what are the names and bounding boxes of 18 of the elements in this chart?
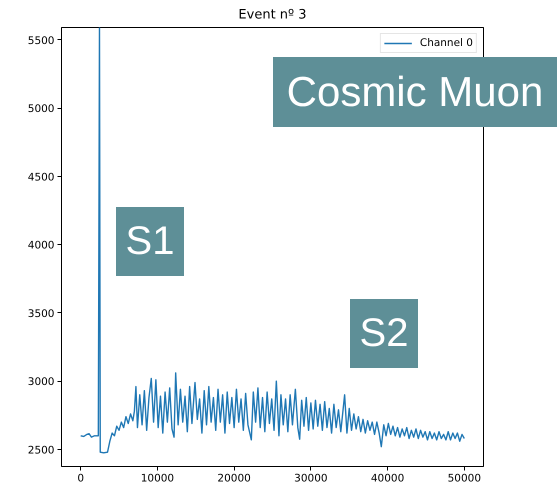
legend-label: Channel 0 xyxy=(420,37,473,49)
x-tick-label: 30000 xyxy=(294,472,328,484)
annotation: S1 xyxy=(126,218,174,265)
x-tick-label: 0 xyxy=(77,472,84,484)
y-tick-label: 3500 xyxy=(28,308,55,320)
x-tick-label: 20000 xyxy=(217,472,251,484)
y-tick-label: 4500 xyxy=(28,171,55,184)
y-tick-label: 5500 xyxy=(28,34,55,47)
y-tick-label: 4000 xyxy=(28,240,55,252)
x-tick-label: 10000 xyxy=(140,472,174,484)
annotation: S2 xyxy=(360,310,408,357)
y-tick-label: 5000 xyxy=(28,103,55,116)
x-tick-label: 40000 xyxy=(370,472,404,484)
x-tick-label: 50000 xyxy=(448,472,482,484)
chart-title: Event nº 3 xyxy=(238,8,307,22)
annotation: Cosmic Muon xyxy=(286,67,544,117)
y-tick-label: 3000 xyxy=(28,376,55,388)
y-tick-label: 2500 xyxy=(28,444,55,456)
